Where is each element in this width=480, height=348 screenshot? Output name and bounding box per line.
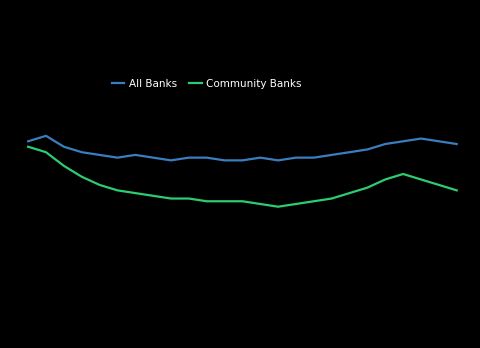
Community Banks [168,197,174,201]
All Banks [257,156,263,160]
Community Banks [25,145,31,149]
All Banks [364,148,370,152]
Community Banks [186,197,192,201]
All Banks [418,136,424,141]
All Banks [25,139,31,143]
Community Banks [43,150,49,154]
All Banks [383,142,388,146]
All Banks [96,153,102,157]
All Banks [186,156,192,160]
Line: All Banks: All Banks [28,136,456,160]
All Banks [168,158,174,163]
Line: Community Banks: Community Banks [28,147,456,207]
All Banks [222,158,228,163]
All Banks [347,150,352,154]
All Banks [436,139,442,143]
All Banks [115,156,120,160]
Community Banks [418,177,424,182]
Community Banks [329,197,335,201]
All Banks [204,156,210,160]
All Banks [454,142,459,146]
All Banks [132,153,138,157]
Community Banks [61,164,67,168]
Community Banks [383,177,388,182]
Community Banks [400,172,406,176]
Community Banks [79,175,84,179]
Community Banks [240,199,245,203]
Community Banks [132,191,138,195]
Community Banks [364,185,370,190]
Community Banks [150,194,156,198]
Legend: All Banks, Community Banks: All Banks, Community Banks [108,74,306,93]
All Banks [61,145,67,149]
Community Banks [454,188,459,192]
Community Banks [222,199,228,203]
Community Banks [115,188,120,192]
All Banks [43,134,49,138]
All Banks [150,156,156,160]
Community Banks [96,183,102,187]
Community Banks [311,199,317,203]
All Banks [79,150,84,154]
All Banks [329,153,335,157]
All Banks [400,139,406,143]
All Banks [293,156,299,160]
Community Banks [293,202,299,206]
Community Banks [257,202,263,206]
Community Banks [347,191,352,195]
Community Banks [436,183,442,187]
Community Banks [204,199,210,203]
All Banks [240,158,245,163]
All Banks [275,158,281,163]
Community Banks [275,205,281,209]
All Banks [311,156,317,160]
